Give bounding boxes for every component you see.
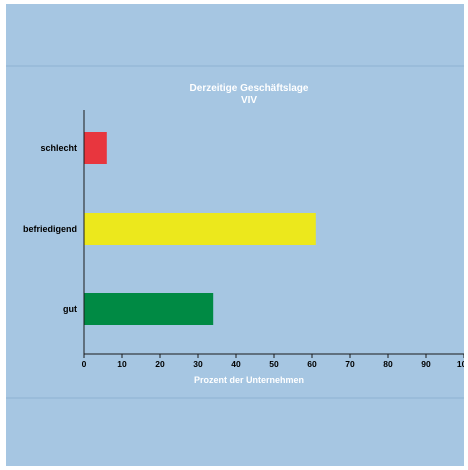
x-tick-label: 50 (269, 359, 279, 369)
x-tick-label: 0 (82, 359, 87, 369)
category-label-befriedigend: befriedigend (23, 224, 77, 234)
x-tick-label: 10 (117, 359, 127, 369)
x-tick-label: 100 (457, 359, 464, 369)
chart-title: Derzeitige Geschäftslage (190, 83, 309, 94)
chart-frame: Derzeitige Geschäftslage VIV schlecht bef… (6, 4, 464, 466)
chart-subtitle: VIV (241, 95, 257, 106)
x-tick-label: 70 (345, 359, 355, 369)
x-tick-label: 60 (307, 359, 317, 369)
x-tick-label: 80 (383, 359, 393, 369)
bar-group (84, 132, 316, 325)
bar-schlecht (84, 132, 107, 164)
chart-canvas: Derzeitige Geschäftslage VIV schlecht bef… (6, 65, 464, 399)
x-tick-label: 90 (421, 359, 431, 369)
x-axis-label: Prozent der Unternehmen (194, 375, 304, 385)
bar-befriedigend (84, 213, 316, 245)
category-label-gut: gut (63, 304, 77, 314)
x-tick-label: 40 (231, 359, 241, 369)
bar-gut (84, 293, 214, 325)
category-labels: schlecht befriedigend gut (23, 143, 77, 314)
x-tick-label: 20 (155, 359, 165, 369)
category-label-schlecht: schlecht (40, 143, 77, 153)
x-tick-label: 30 (193, 359, 203, 369)
x-tick-labels: 0 10 20 30 40 50 60 70 80 90 100 (82, 354, 464, 369)
